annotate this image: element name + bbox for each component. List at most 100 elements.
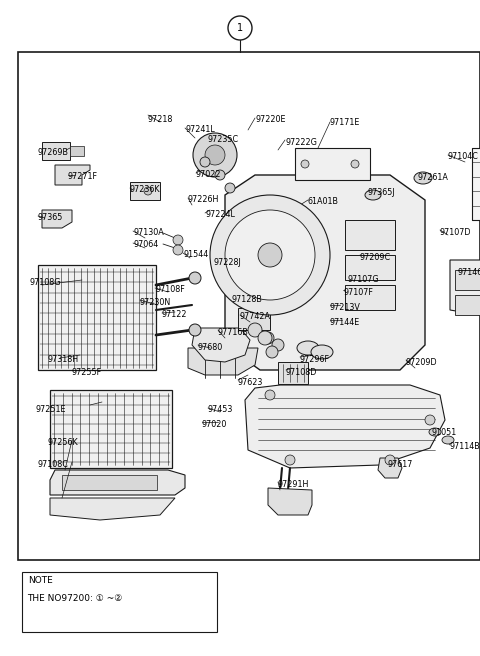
Circle shape (193, 133, 237, 177)
Circle shape (301, 160, 309, 168)
Polygon shape (225, 175, 425, 370)
Text: 97716B: 97716B (218, 328, 249, 337)
Polygon shape (268, 488, 312, 515)
Text: 97261A: 97261A (418, 173, 449, 182)
Polygon shape (188, 348, 258, 375)
Text: 97108G: 97108G (30, 278, 61, 287)
Text: 97171E: 97171E (330, 118, 360, 127)
Text: 97623: 97623 (238, 378, 264, 387)
Bar (50, 390, 172, 468)
Polygon shape (192, 328, 250, 362)
Text: 97104C: 97104C (448, 152, 479, 161)
Bar (22, 572, 217, 632)
Text: 97213V: 97213V (330, 303, 361, 312)
Circle shape (225, 210, 315, 300)
Polygon shape (55, 165, 90, 185)
Bar (130, 182, 160, 200)
Circle shape (225, 183, 235, 193)
Text: 97255F: 97255F (72, 368, 102, 377)
Circle shape (258, 331, 272, 345)
Text: 97251E: 97251E (35, 405, 65, 414)
Text: NOTE: NOTE (28, 576, 53, 585)
Text: 97228J: 97228J (213, 258, 241, 267)
Text: 91544: 91544 (183, 250, 208, 259)
Polygon shape (378, 458, 402, 478)
Circle shape (215, 170, 225, 180)
Circle shape (210, 195, 330, 315)
Text: 97291H: 97291H (278, 480, 310, 489)
Bar (42, 142, 70, 160)
Text: 97130A: 97130A (133, 228, 164, 237)
Text: 97122: 97122 (162, 310, 188, 319)
Text: 97226H: 97226H (188, 195, 219, 204)
Text: 97296F: 97296F (300, 355, 330, 364)
Circle shape (144, 187, 152, 195)
Text: 97617: 97617 (388, 460, 413, 469)
Circle shape (425, 415, 435, 425)
Text: 97220E: 97220E (255, 115, 286, 124)
Bar (345, 255, 395, 280)
Text: 97222G: 97222G (285, 138, 317, 147)
Text: 97128B: 97128B (232, 295, 263, 304)
Bar (345, 285, 395, 310)
Text: 97235C: 97235C (207, 135, 238, 144)
Text: 97318H: 97318H (48, 355, 79, 364)
Circle shape (258, 243, 282, 267)
Circle shape (266, 346, 278, 358)
Circle shape (351, 160, 359, 168)
Circle shape (189, 324, 201, 336)
Circle shape (173, 245, 183, 255)
Text: 97256K: 97256K (48, 438, 79, 447)
Text: 97680: 97680 (198, 343, 223, 352)
Polygon shape (50, 470, 185, 495)
Polygon shape (450, 260, 480, 320)
Circle shape (248, 323, 262, 337)
Text: 97108D: 97108D (286, 368, 317, 377)
Ellipse shape (442, 436, 454, 444)
Circle shape (173, 235, 183, 245)
Bar (278, 362, 308, 384)
Text: 97269B: 97269B (38, 148, 69, 157)
Ellipse shape (429, 428, 441, 436)
Text: 97742A: 97742A (240, 312, 271, 321)
Text: 97453: 97453 (208, 405, 233, 414)
Bar (38, 265, 156, 370)
Text: 97218: 97218 (148, 115, 173, 124)
Text: 97114B: 97114B (450, 442, 480, 451)
Text: 97144E: 97144E (330, 318, 360, 327)
Text: THE NO97200: ① ~②: THE NO97200: ① ~② (27, 594, 122, 603)
Bar (472, 148, 480, 220)
Bar (62, 475, 157, 490)
Circle shape (265, 390, 275, 400)
Bar (345, 220, 395, 250)
Bar (455, 270, 480, 290)
Circle shape (228, 16, 252, 40)
Text: 97241L: 97241L (185, 125, 215, 134)
Circle shape (272, 339, 284, 351)
Ellipse shape (297, 341, 319, 355)
Text: 97209C: 97209C (360, 253, 391, 262)
Polygon shape (245, 385, 445, 468)
Circle shape (262, 332, 274, 344)
Circle shape (285, 455, 295, 465)
Circle shape (385, 455, 395, 465)
Text: 97108C: 97108C (38, 460, 69, 469)
Text: 1: 1 (237, 23, 243, 33)
Text: 97107D: 97107D (440, 228, 471, 237)
Bar (238, 308, 270, 330)
Text: 97107G: 97107G (348, 275, 380, 284)
Text: 61A01B: 61A01B (308, 197, 339, 206)
Text: 97224L: 97224L (205, 210, 235, 219)
Circle shape (205, 145, 225, 165)
Ellipse shape (311, 345, 333, 359)
Text: 97365: 97365 (38, 213, 63, 222)
Polygon shape (50, 498, 175, 520)
Text: 97271F: 97271F (68, 172, 98, 181)
Text: 91051: 91051 (432, 428, 457, 437)
Text: 97022: 97022 (195, 170, 220, 179)
Text: 97209D: 97209D (406, 358, 438, 367)
Text: 97108F: 97108F (155, 285, 185, 294)
Text: 97020: 97020 (202, 420, 228, 429)
Text: 97365J: 97365J (368, 188, 396, 197)
Bar (455, 295, 480, 315)
